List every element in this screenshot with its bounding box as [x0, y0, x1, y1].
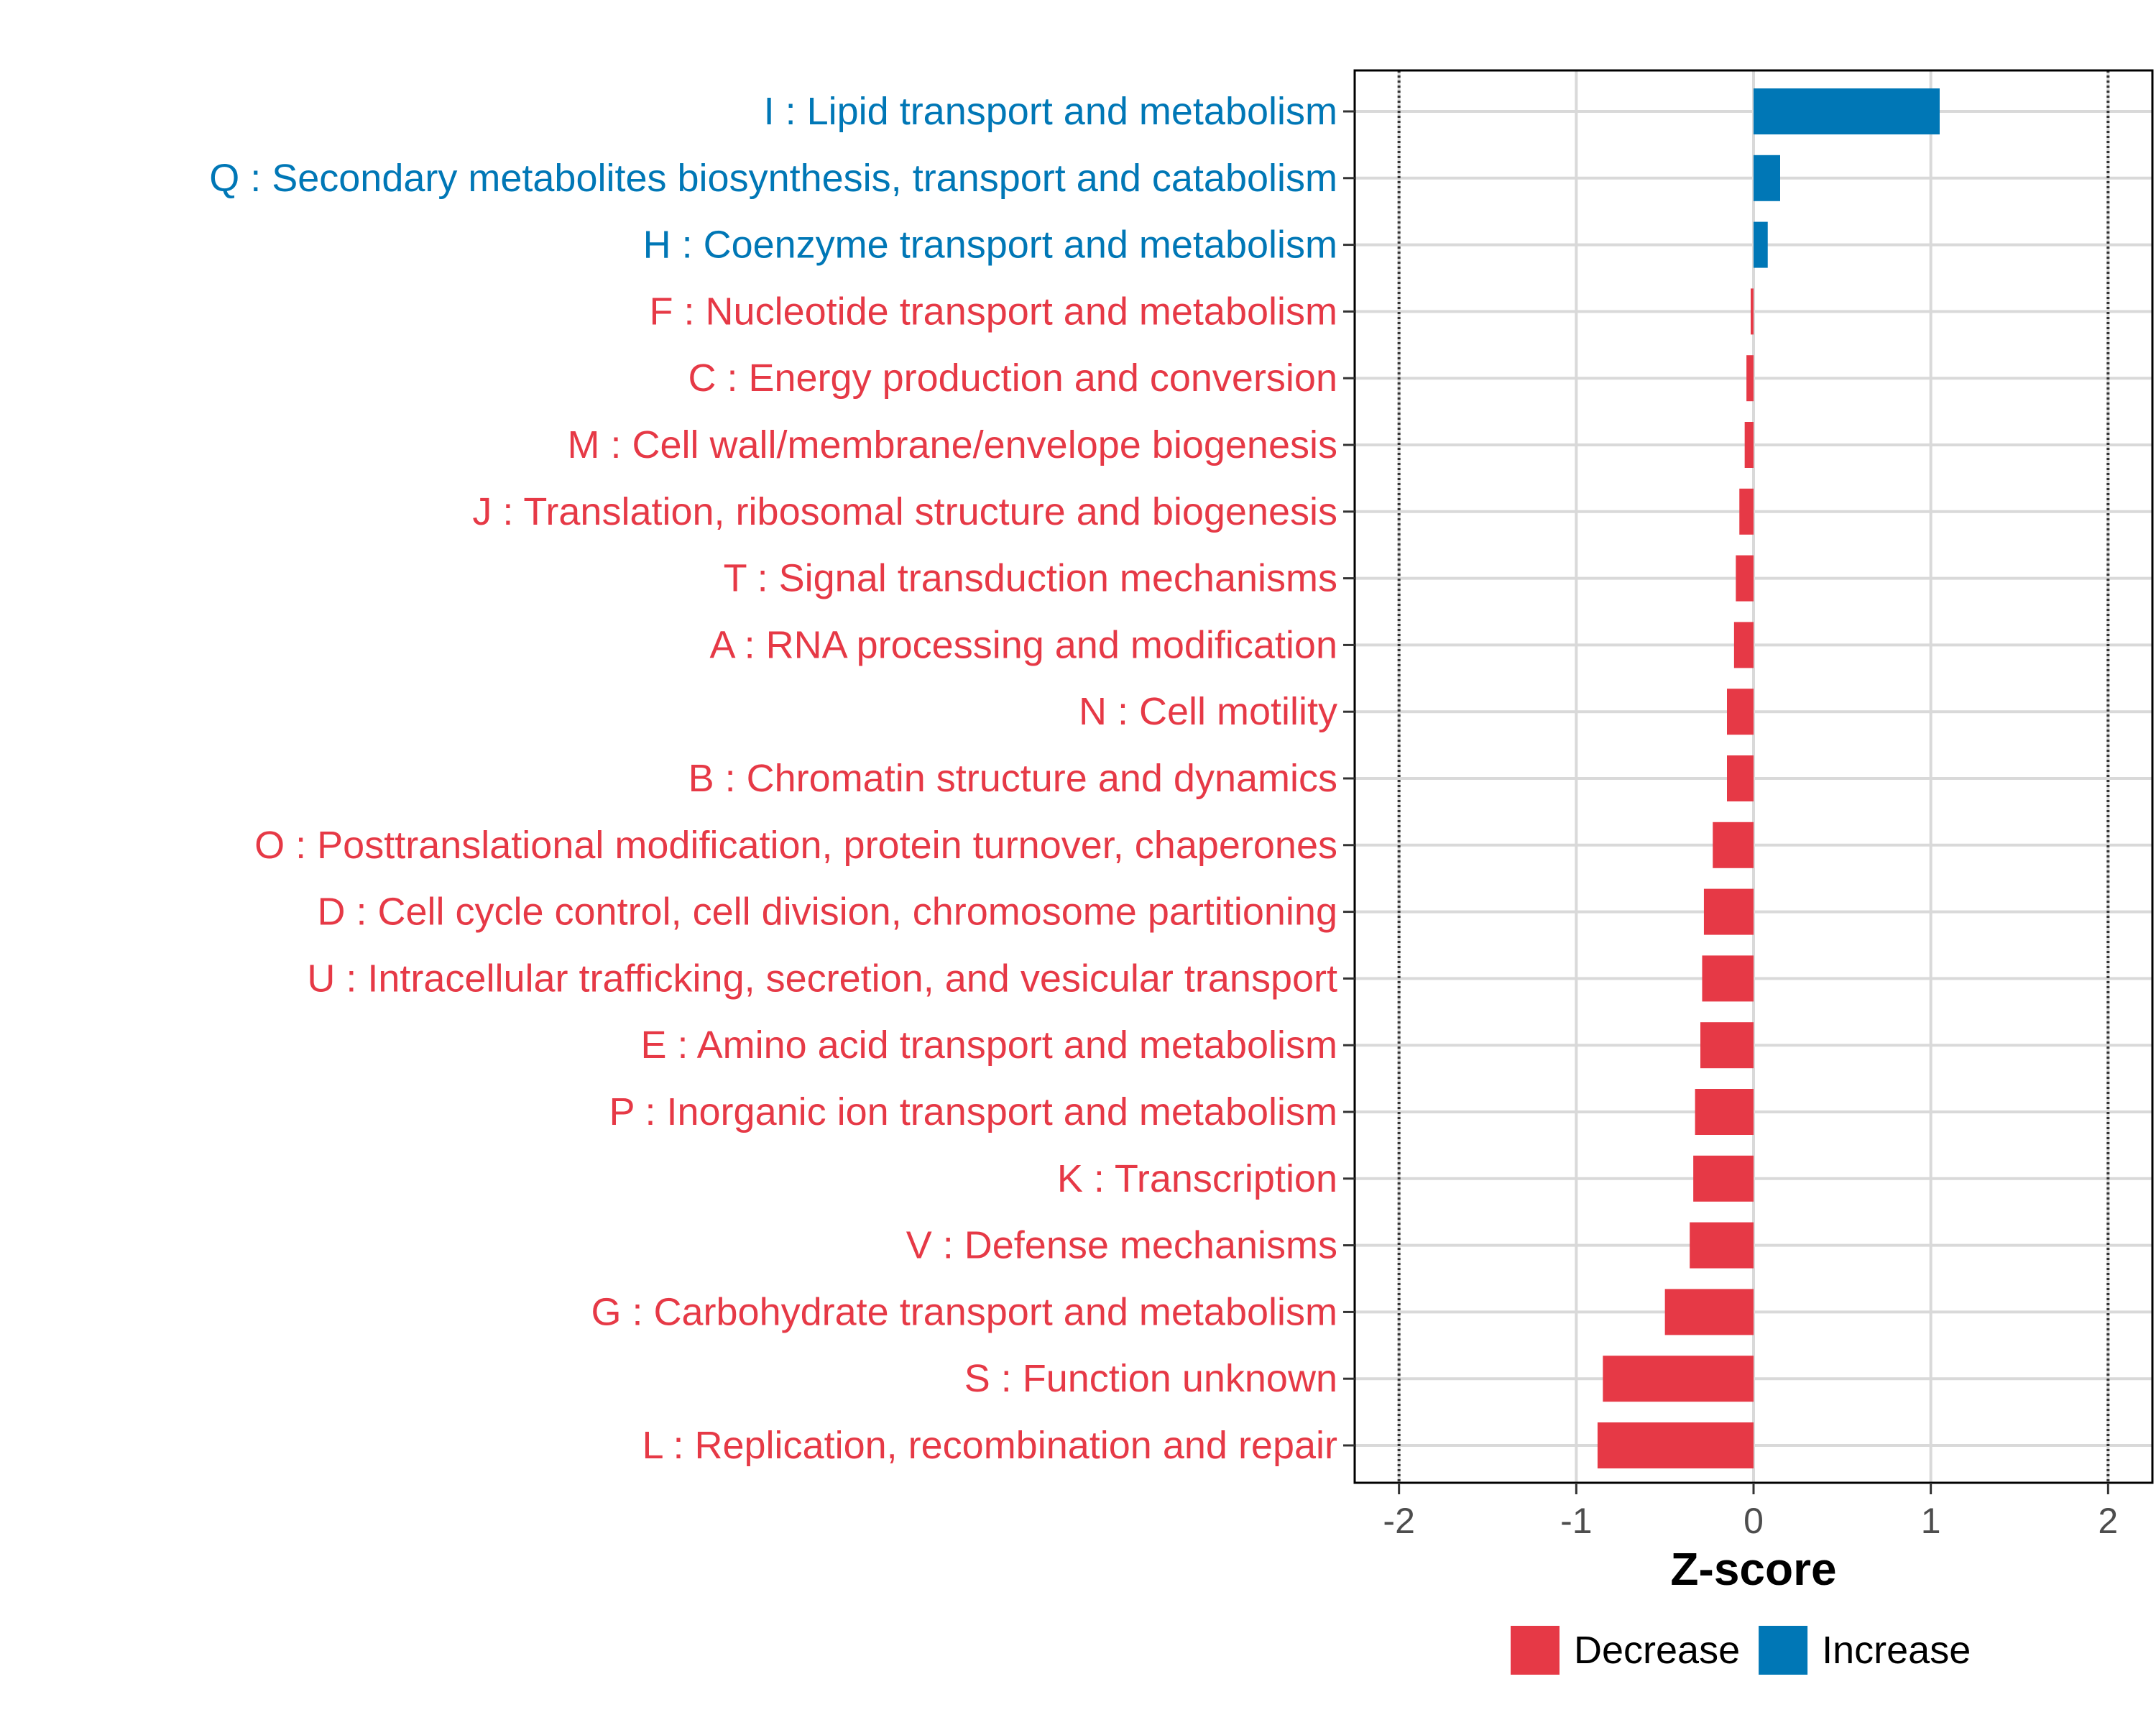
category-label: H : Coenzyme transport and metabolism — [643, 224, 1337, 267]
legend-label: Increase — [1822, 1629, 1971, 1672]
category-label: O : Posttranslational modification, prot… — [254, 824, 1337, 867]
category-label: G : Carbohydrate transport and metabolis… — [591, 1290, 1338, 1333]
bar — [1736, 555, 1754, 602]
bar — [1713, 822, 1754, 868]
bar — [1733, 622, 1754, 668]
x-tick-label: 2 — [2098, 1501, 2118, 1541]
category-label: F : Nucleotide transport and metabolism — [650, 290, 1337, 333]
category-label: I : Lipid transport and metabolism — [764, 90, 1337, 133]
legend: Decrease Increase — [1511, 1626, 1971, 1675]
bar — [1664, 1289, 1754, 1335]
bar — [1695, 1089, 1754, 1135]
category-label: L : Replication, recombination and repai… — [642, 1424, 1337, 1467]
category-label: V : Defense mechanisms — [906, 1224, 1337, 1267]
category-label: S : Function unknown — [964, 1357, 1337, 1400]
bar — [1690, 1222, 1754, 1269]
bar — [1597, 1422, 1754, 1468]
category-label: A : RNA processing and modification — [710, 623, 1337, 666]
category-label: B : Chromatin structure and dynamics — [688, 757, 1337, 800]
x-tick-label: 1 — [1921, 1501, 1941, 1541]
bar — [1751, 288, 1754, 335]
legend-label: Decrease — [1574, 1629, 1740, 1672]
legend-key — [1511, 1626, 1560, 1675]
x-tick-label: 0 — [1743, 1501, 1764, 1541]
x-axis-ticks: -2 -1 0 1 2 — [1383, 1483, 2118, 1541]
category-label: K : Transcription — [1057, 1157, 1337, 1200]
category-label: Q : Secondary metabolites biosynthesis, … — [209, 157, 1337, 200]
bar — [1693, 1155, 1754, 1202]
category-label: E : Amino acid transport and metabolism — [641, 1024, 1337, 1067]
bar — [1746, 355, 1754, 402]
x-tick-label: -2 — [1383, 1501, 1414, 1541]
reference-lines — [1397, 70, 2110, 1483]
bar — [1739, 488, 1754, 535]
bar — [1754, 155, 1780, 201]
category-label: D : Cell cycle control, cell division, c… — [317, 891, 1337, 934]
bar — [1700, 1022, 1754, 1069]
category-label: T : Signal transduction mechanisms — [724, 557, 1337, 600]
legend-key — [1759, 1626, 1808, 1675]
bar — [1727, 689, 1754, 735]
x-tick-label: -1 — [1560, 1501, 1592, 1541]
x-axis-title: Z-score — [1670, 1543, 1836, 1595]
category-label: N : Cell motility — [1079, 690, 1337, 733]
bar — [1754, 88, 1940, 134]
category-label: P : Inorganic ion transport and metaboli… — [609, 1090, 1337, 1133]
category-label: M : Cell wall/membrane/envelope biogenes… — [567, 423, 1337, 466]
category-labels: I : Lipid transport and metabolism Q : Se… — [209, 90, 1337, 1467]
bar — [1702, 955, 1754, 1002]
y-axis-ticks — [1343, 110, 1355, 1447]
category-label: J : Translation, ribosomal structure and… — [472, 490, 1337, 533]
bar — [1727, 755, 1754, 801]
bar — [1703, 888, 1754, 935]
bars — [1597, 88, 1940, 1468]
bar — [1754, 221, 1768, 268]
bar — [1603, 1356, 1754, 1402]
category-label: U : Intracellular trafficking, secretion… — [307, 957, 1337, 1000]
bar — [1744, 422, 1754, 468]
category-label: C : Energy production and conversion — [688, 356, 1337, 400]
